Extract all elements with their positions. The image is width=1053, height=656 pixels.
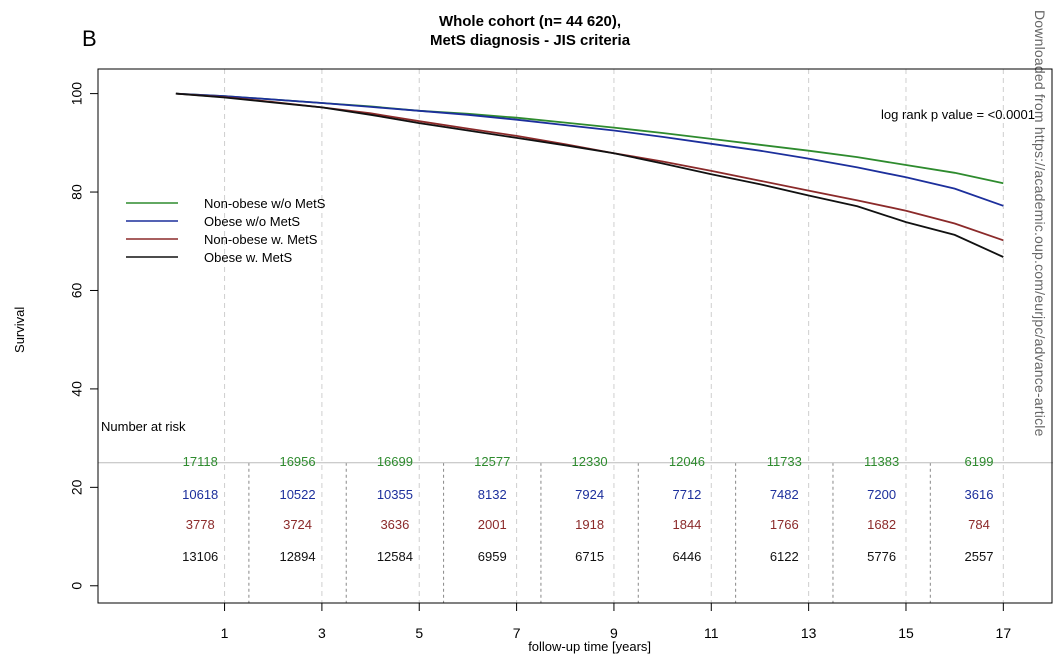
x-tick-label: 17 (996, 625, 1012, 641)
x-tick-label: 5 (415, 625, 423, 641)
risk-table-cell: 11733 (767, 454, 802, 469)
x-tick-label: 11 (704, 625, 719, 641)
y-tick-label: 80 (69, 184, 85, 200)
risk-table-cell: 12330 (572, 454, 608, 469)
risk-table-cell: 17118 (183, 454, 218, 469)
risk-table-cell: 1844 (672, 517, 701, 532)
risk-table-cell: 10522 (279, 487, 315, 502)
plot-frame (97, 68, 1053, 604)
risk-table-cell: 10618 (182, 487, 218, 502)
risk-table-cell: 5776 (867, 549, 896, 564)
y-tick-label: 100 (69, 82, 85, 106)
risk-table-cell: 7712 (672, 487, 701, 502)
y-tick-label: 40 (69, 381, 85, 397)
risk-table-cell: 1918 (575, 517, 604, 532)
chart-title-line1: Whole cohort (n= 44 620), (438, 13, 622, 30)
risk-table-label: Number at risk (101, 419, 186, 434)
series-line (175, 92, 1004, 207)
risk-table-cell: 3636 (380, 517, 409, 532)
y-tick-label: 20 (69, 479, 85, 495)
risk-table-cell: 3616 (965, 487, 994, 502)
y-axis-label: Survival (12, 307, 27, 353)
risk-table-cell: 12577 (474, 454, 510, 469)
risk-table-cell: 7482 (770, 487, 799, 502)
x-tick-label: 3 (318, 625, 326, 641)
series-line (175, 92, 1004, 258)
risk-table-cell: 10355 (377, 487, 413, 502)
risk-table-cell: 12584 (377, 549, 413, 564)
x-tick-label: 9 (610, 625, 618, 641)
chart-title: Whole cohort (n= 44 620), MetS diagnosis… (230, 12, 830, 50)
risk-table-cell: 1682 (867, 517, 896, 532)
legend-label: Non-obese w. MetS (204, 232, 318, 247)
legend-label: Non-obese w/o MetS (204, 196, 326, 211)
risk-table-cell: 2557 (965, 549, 994, 564)
risk-table-cell: 6959 (478, 549, 507, 564)
risk-table-cell: 8132 (478, 487, 507, 502)
risk-table-cell: 16699 (377, 454, 413, 469)
x-tick-label: 15 (898, 625, 914, 641)
y-tick-label: 60 (69, 282, 85, 298)
risk-table-cell: 11383 (864, 454, 899, 469)
log-rank-annotation: log rank p value = <0.0001 (881, 107, 1035, 122)
risk-table-cell: 2001 (478, 517, 507, 532)
x-tick-label: 13 (801, 625, 817, 641)
legend-label: Obese w/o MetS (204, 214, 300, 229)
risk-table-cell: 7200 (867, 487, 896, 502)
x-tick-label: 1 (221, 625, 229, 641)
risk-table-cell: 3724 (283, 517, 312, 532)
risk-table-cell: 6446 (672, 549, 701, 564)
risk-table-cell: 7924 (575, 487, 604, 502)
risk-table-cell: 1766 (770, 517, 799, 532)
legend-label: Obese w. MetS (204, 250, 292, 265)
download-watermark: Downloaded from https://academic.oup.com… (1032, 10, 1048, 437)
risk-table-cell: 12046 (669, 454, 705, 469)
risk-table-cell: 6122 (770, 549, 799, 564)
panel-label: B (82, 26, 97, 51)
x-tick-label: 7 (513, 625, 521, 641)
series-line (175, 92, 1004, 185)
risk-table-cell: 12894 (279, 549, 315, 564)
risk-table-cell: 784 (968, 517, 990, 532)
x-axis-label: follow-up time [years] (528, 639, 651, 654)
y-tick-label: 0 (69, 582, 85, 590)
risk-table-cell: 16956 (279, 454, 315, 469)
chart-title-line2: MetS diagnosis - JIS criteria (429, 32, 631, 49)
risk-table-cell: 13106 (182, 549, 218, 564)
risk-table-cell: 6715 (575, 549, 604, 564)
risk-table-cell: 3778 (186, 517, 215, 532)
risk-table-cell: 6199 (965, 454, 994, 469)
